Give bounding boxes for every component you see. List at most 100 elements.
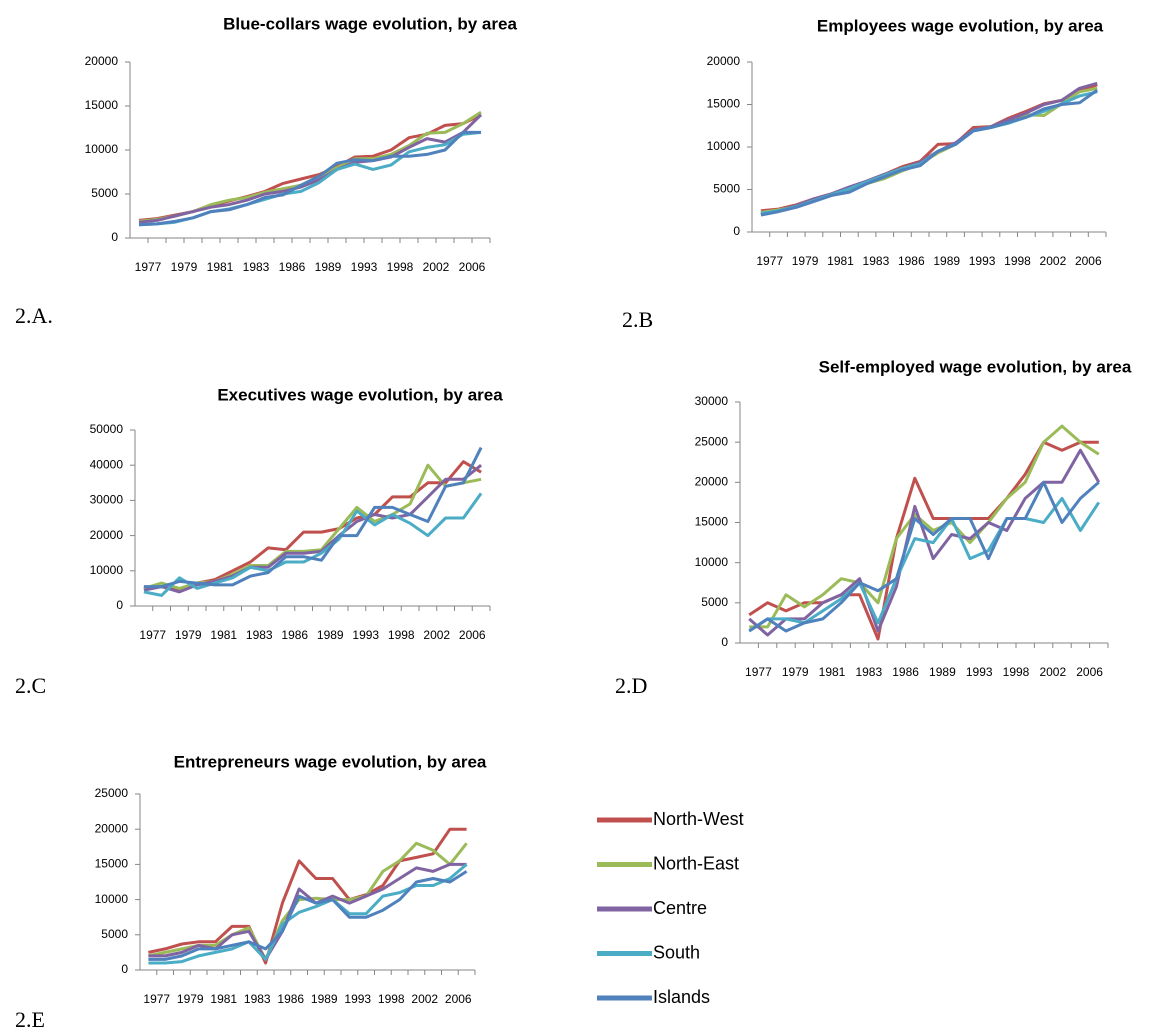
series-line bbox=[148, 827, 467, 965]
series-line bbox=[143, 446, 483, 589]
x-tick-label: 1989 bbox=[317, 628, 344, 642]
x-tick-label: 1981 bbox=[827, 254, 854, 268]
series-line bbox=[749, 424, 1100, 629]
y-tick-label: 10000 bbox=[707, 139, 741, 153]
x-tick-label: 1986 bbox=[892, 665, 919, 679]
y-tick-label: 30000 bbox=[695, 394, 729, 408]
chart-title: Blue-collars wage evolution, by area bbox=[223, 14, 517, 33]
series-line bbox=[143, 460, 482, 592]
series-line bbox=[138, 130, 481, 227]
x-tick-label: 1977 bbox=[135, 260, 162, 274]
x-tick-label: 1979 bbox=[175, 628, 202, 642]
x-tick-label: 1998 bbox=[1003, 665, 1030, 679]
series-line bbox=[760, 81, 1098, 216]
x-tick-label: 2002 bbox=[1040, 254, 1067, 268]
x-tick-label: 1981 bbox=[207, 260, 234, 274]
panel-label: 2.E bbox=[15, 1007, 45, 1032]
x-tick-label: 1983 bbox=[855, 665, 882, 679]
y-tick-label: 0 bbox=[111, 230, 118, 244]
x-tick-label: 1998 bbox=[1004, 254, 1031, 268]
legend-label: Centre bbox=[653, 898, 707, 918]
x-tick-label: 1979 bbox=[171, 260, 198, 274]
x-tick-label: 1979 bbox=[792, 254, 819, 268]
chart-title: Entrepreneurs wage evolution, by area bbox=[174, 752, 487, 771]
x-tick-label: 1981 bbox=[210, 628, 237, 642]
x-tick-label: 1989 bbox=[929, 665, 956, 679]
chart-title: Employees wage evolution, by area bbox=[817, 16, 1104, 35]
series-line bbox=[138, 113, 483, 224]
y-tick-label: 0 bbox=[721, 635, 728, 649]
y-tick-label: 0 bbox=[121, 962, 128, 976]
x-tick-label: 2006 bbox=[459, 628, 486, 642]
series-line bbox=[148, 870, 468, 961]
x-tick-label: 1993 bbox=[969, 254, 996, 268]
series-line bbox=[748, 480, 1100, 633]
y-tick-label: 10000 bbox=[90, 563, 124, 577]
x-tick-label: 1998 bbox=[378, 992, 405, 1006]
y-tick-label: 0 bbox=[733, 224, 740, 238]
y-tick-label: 15000 bbox=[95, 857, 129, 871]
x-tick-label: 2006 bbox=[1075, 254, 1102, 268]
x-tick-label: 1989 bbox=[933, 254, 960, 268]
y-tick-label: 5000 bbox=[713, 182, 740, 196]
x-tick-label: 2002 bbox=[423, 260, 450, 274]
legend-label: Islands bbox=[653, 987, 710, 1007]
y-tick-label: 15000 bbox=[695, 515, 729, 529]
y-tick-label: 0 bbox=[116, 598, 123, 612]
x-tick-label: 1993 bbox=[351, 260, 378, 274]
x-tick-label: 1998 bbox=[387, 260, 414, 274]
y-tick-label: 40000 bbox=[90, 457, 124, 471]
x-tick-label: 1977 bbox=[143, 992, 170, 1006]
series-line bbox=[148, 862, 467, 961]
y-tick-label: 20000 bbox=[95, 821, 129, 835]
x-tick-label: 1979 bbox=[782, 665, 809, 679]
x-tick-label: 1977 bbox=[745, 665, 772, 679]
x-tick-label: 1989 bbox=[315, 260, 342, 274]
y-tick-label: 50000 bbox=[90, 422, 124, 436]
x-tick-label: 1979 bbox=[177, 992, 204, 1006]
y-tick-label: 10000 bbox=[85, 142, 119, 156]
x-tick-label: 2006 bbox=[1076, 665, 1103, 679]
y-tick-label: 20000 bbox=[90, 528, 124, 542]
x-tick-label: 2002 bbox=[423, 628, 450, 642]
legend-label: South bbox=[653, 942, 700, 962]
y-tick-label: 5000 bbox=[101, 927, 128, 941]
series-line bbox=[760, 88, 1099, 217]
x-tick-label: 1977 bbox=[756, 254, 783, 268]
x-tick-label: 1977 bbox=[139, 628, 166, 642]
series-line bbox=[748, 448, 1101, 637]
chart-title: Executives wage evolution, by area bbox=[217, 385, 503, 404]
y-tick-label: 30000 bbox=[90, 493, 124, 507]
series-line bbox=[138, 110, 482, 223]
y-tick-label: 5000 bbox=[701, 595, 728, 609]
y-tick-label: 5000 bbox=[91, 186, 118, 200]
panel-label: 2.B bbox=[622, 307, 653, 332]
y-tick-label: 20000 bbox=[707, 54, 741, 68]
panel-label: 2.C bbox=[15, 673, 46, 698]
panel-label: 2.A. bbox=[15, 303, 53, 328]
x-tick-label: 1993 bbox=[352, 628, 379, 642]
x-tick-label: 1986 bbox=[277, 992, 304, 1006]
x-tick-label: 1986 bbox=[281, 628, 308, 642]
series-line bbox=[748, 496, 1101, 633]
legend-label: North-East bbox=[653, 853, 739, 873]
x-tick-label: 2002 bbox=[411, 992, 438, 1006]
x-tick-label: 1986 bbox=[279, 260, 306, 274]
y-tick-label: 10000 bbox=[95, 892, 129, 906]
series-line bbox=[148, 863, 468, 965]
panel-label: 2.D bbox=[615, 673, 647, 698]
y-tick-label: 15000 bbox=[85, 98, 119, 112]
x-tick-label: 1993 bbox=[966, 665, 993, 679]
x-tick-label: 1989 bbox=[311, 992, 338, 1006]
y-tick-label: 25000 bbox=[695, 434, 729, 448]
x-tick-label: 1983 bbox=[243, 260, 270, 274]
y-tick-label: 20000 bbox=[85, 54, 119, 68]
series-line bbox=[143, 492, 483, 597]
y-tick-label: 20000 bbox=[695, 475, 729, 489]
y-tick-label: 25000 bbox=[95, 786, 129, 800]
chart-title: Self-employed wage evolution, by area bbox=[819, 357, 1132, 376]
x-tick-label: 1981 bbox=[210, 992, 237, 1006]
x-tick-label: 1993 bbox=[344, 992, 371, 1006]
x-tick-label: 1983 bbox=[863, 254, 890, 268]
